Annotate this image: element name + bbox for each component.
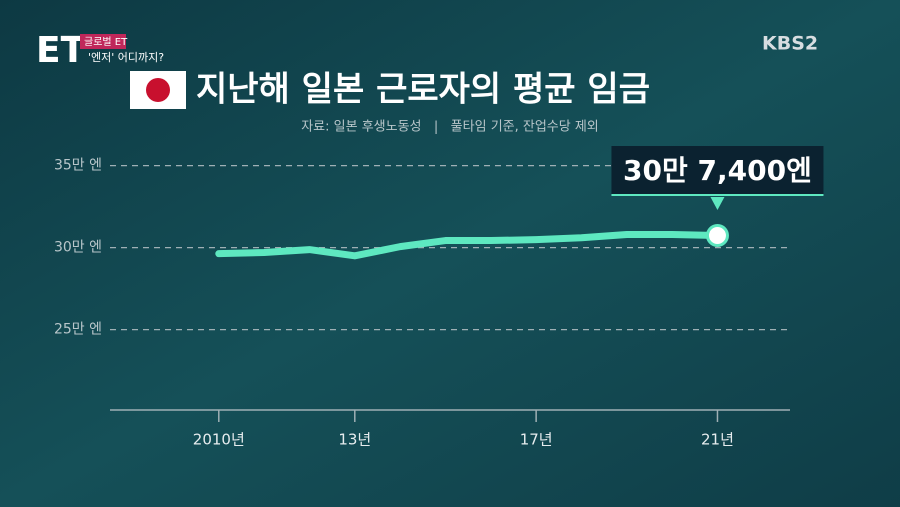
y-tick-label: 30만 엔	[54, 240, 102, 256]
chart-title: 지난해 일본 근로자의 평균 임금	[196, 70, 650, 110]
label-box	[611, 146, 824, 194]
segment-title: '엔저' 어디까지?	[88, 51, 164, 64]
program-tag	[80, 34, 126, 49]
y-tick-label: 35만 엔	[54, 158, 102, 174]
x-tick-label: 13년	[338, 431, 371, 449]
program-logo: ET	[36, 30, 86, 71]
x-tick-label: 17년	[520, 431, 553, 449]
flag-sun	[146, 78, 170, 102]
program-name: 글로벌 ET	[84, 36, 128, 48]
point-marker	[705, 223, 729, 247]
x-tick-label: 21년	[701, 431, 734, 449]
value-label: 30만 7,400엔	[623, 154, 812, 187]
y-tick-label: 25만 엔	[54, 322, 102, 338]
x-tick-label: 2010년	[193, 431, 245, 449]
chart-subtitle: 자료: 일본 후생노동성 | 풀타임 기준, 잔업수당 제외	[301, 120, 599, 135]
channel-logo: KBS2	[762, 33, 818, 55]
label-pointer	[710, 197, 725, 210]
data-line	[215, 230, 721, 260]
